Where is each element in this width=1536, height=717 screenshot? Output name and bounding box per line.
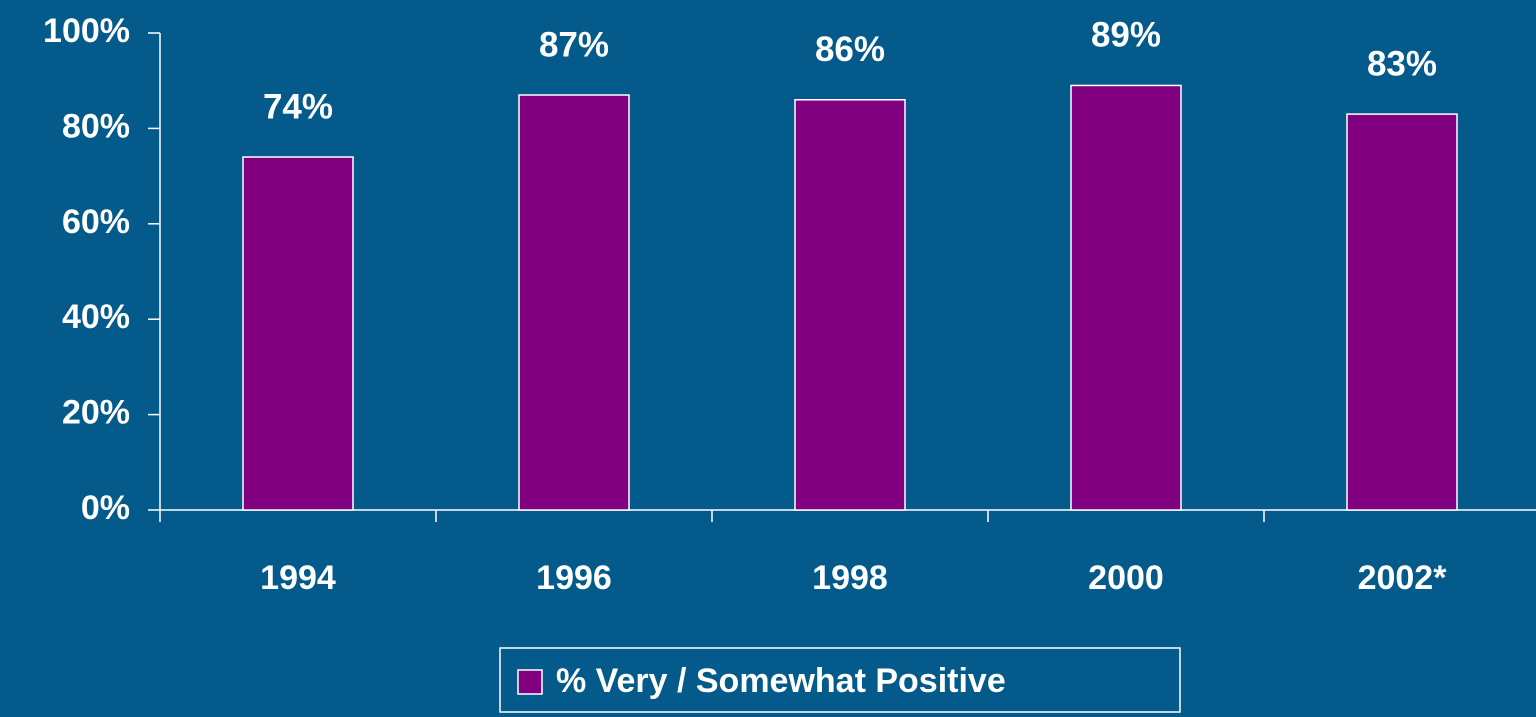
legend-swatch (517, 669, 543, 695)
x-tick-label: 1996 (536, 559, 612, 597)
value-label: 89% (1091, 16, 1161, 55)
y-tick-label: 80% (62, 107, 130, 145)
value-label: 87% (539, 25, 609, 64)
bar (1346, 113, 1458, 511)
legend-label: % Very / Somewhat Positive (556, 662, 1006, 700)
value-label: 86% (815, 30, 885, 69)
y-tick-label: 100% (43, 12, 130, 50)
x-tick-label: 1998 (812, 559, 888, 597)
x-tick-label: 2002* (1358, 559, 1448, 597)
value-label: 83% (1367, 44, 1437, 83)
bar (242, 156, 354, 511)
x-tick-label: 2000 (1088, 559, 1164, 597)
bar (1070, 84, 1182, 511)
bar (794, 99, 906, 511)
y-tick-label: 60% (62, 203, 130, 241)
y-tick-label: 20% (62, 394, 130, 432)
y-tick-label: 40% (62, 298, 130, 336)
x-tick-label: 1994 (260, 559, 336, 597)
legend-box (499, 647, 1181, 713)
value-label: 74% (263, 87, 333, 126)
bar (518, 94, 630, 511)
y-tick-label: 0% (81, 489, 130, 527)
